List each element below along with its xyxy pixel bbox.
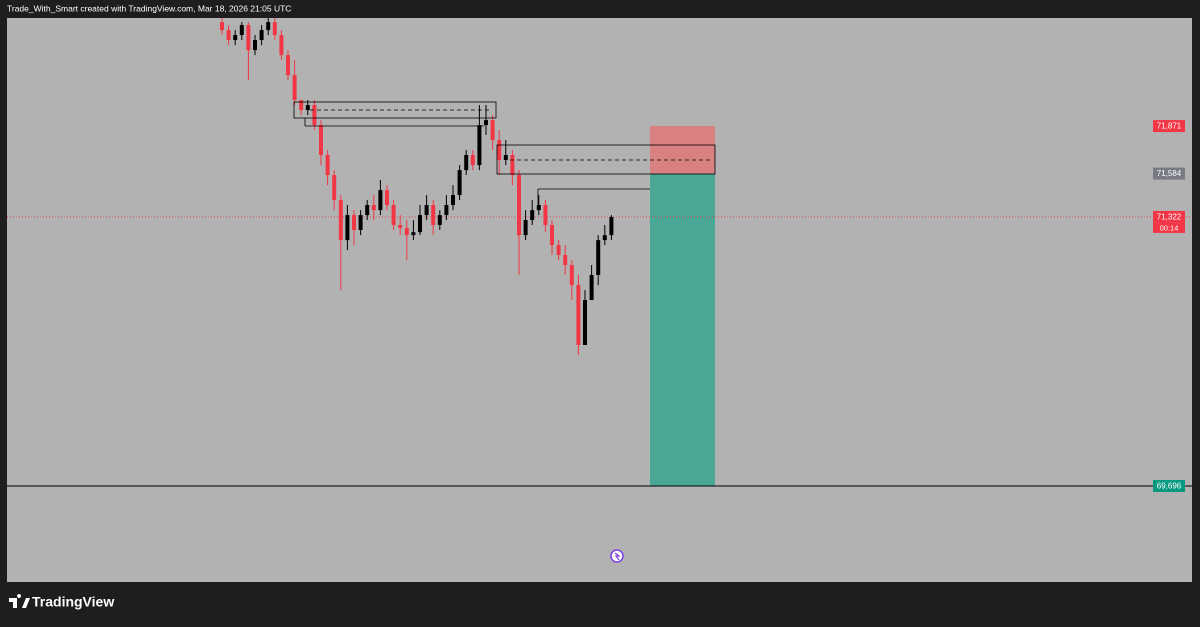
candle-body: [226, 30, 231, 41]
chart-area: [7, 18, 1192, 582]
price-tag-label: 71,871: [1157, 122, 1182, 131]
candle-body: [497, 140, 502, 160]
candle-body: [583, 300, 587, 346]
candle-body: [391, 205, 396, 226]
countdown-tag: [1153, 222, 1185, 233]
candle-body: [543, 205, 548, 226]
candle-body: [556, 245, 561, 255]
price-tag-label: 71,584: [1157, 169, 1182, 178]
countdown: 00:14: [1160, 223, 1179, 232]
candle-body: [517, 175, 521, 236]
icon: [610, 549, 624, 563]
zone: [293, 101, 497, 119]
plot: 71,871 71,584 71,322 69,696 00:14: [7, 18, 1192, 493]
candle-body: [233, 35, 238, 41]
candle-body: [286, 55, 290, 76]
candle-body: [589, 275, 594, 300]
candle-body: [325, 155, 330, 176]
price-tag-label: 71,322: [1157, 213, 1182, 222]
candle-body: [371, 205, 376, 211]
candle-body: [418, 215, 422, 233]
candle-body: [576, 285, 581, 346]
candle-body: [411, 232, 416, 236]
target-zone: [650, 173, 715, 487]
price-tag: [1153, 480, 1185, 493]
stop-zone: [650, 126, 715, 174]
candle-body: [609, 216, 614, 236]
candle-body: [569, 265, 574, 286]
candle-body: [602, 235, 607, 241]
candle-body: [385, 190, 389, 206]
candle-body: [345, 215, 350, 241]
candle-body: [563, 254, 568, 266]
candle-body: [523, 220, 528, 236]
candle-body: [431, 205, 436, 226]
logo: [9, 594, 30, 608]
candle-body: [457, 170, 462, 196]
price-tag: [1153, 210, 1185, 223]
candle-body: [477, 125, 482, 166]
candle-body: [299, 100, 304, 111]
candle-body: [470, 155, 475, 166]
candle-body: [378, 190, 383, 211]
header-text: Trade_With_Smart created with TradingVie…: [7, 3, 291, 13]
candle-body: [444, 205, 449, 216]
drawings: [293, 101, 716, 205]
candle-body: [272, 22, 277, 36]
price-tag-label: 69,696: [1157, 482, 1182, 491]
candle-body: [358, 215, 363, 230]
candle-body: [352, 215, 356, 230]
candle-body: [530, 210, 535, 221]
candle-body: [398, 225, 403, 229]
candle-body: [338, 200, 343, 241]
candle-body: [259, 30, 264, 41]
candle-body: [332, 175, 337, 201]
candle-body: [246, 25, 251, 51]
candle-body: [424, 205, 429, 216]
candle-body: [266, 22, 271, 31]
price-tag: [1153, 167, 1185, 180]
candle-body: [239, 25, 244, 36]
zone: [496, 144, 716, 175]
candle-body: [536, 205, 541, 211]
brand: TradingView: [32, 594, 114, 610]
candle-body: [464, 155, 469, 171]
candle-body: [404, 228, 409, 236]
candle-body: [490, 120, 495, 141]
candle-body: [437, 215, 442, 226]
candle-body: [292, 75, 297, 101]
price-tag: [1153, 120, 1185, 133]
candle-body: [279, 35, 284, 56]
candle-body: [312, 105, 317, 126]
candle-body: [503, 155, 508, 160]
candle-body: [484, 120, 488, 126]
candle-body: [365, 205, 370, 216]
candle-body: [550, 225, 554, 246]
candle-body: [510, 155, 515, 176]
candle-body: [220, 22, 224, 31]
candle-body: [451, 195, 455, 206]
candle-body: [253, 40, 257, 51]
candle-body: [596, 240, 601, 276]
candle-body: [305, 105, 310, 111]
candle-body: [319, 125, 323, 156]
